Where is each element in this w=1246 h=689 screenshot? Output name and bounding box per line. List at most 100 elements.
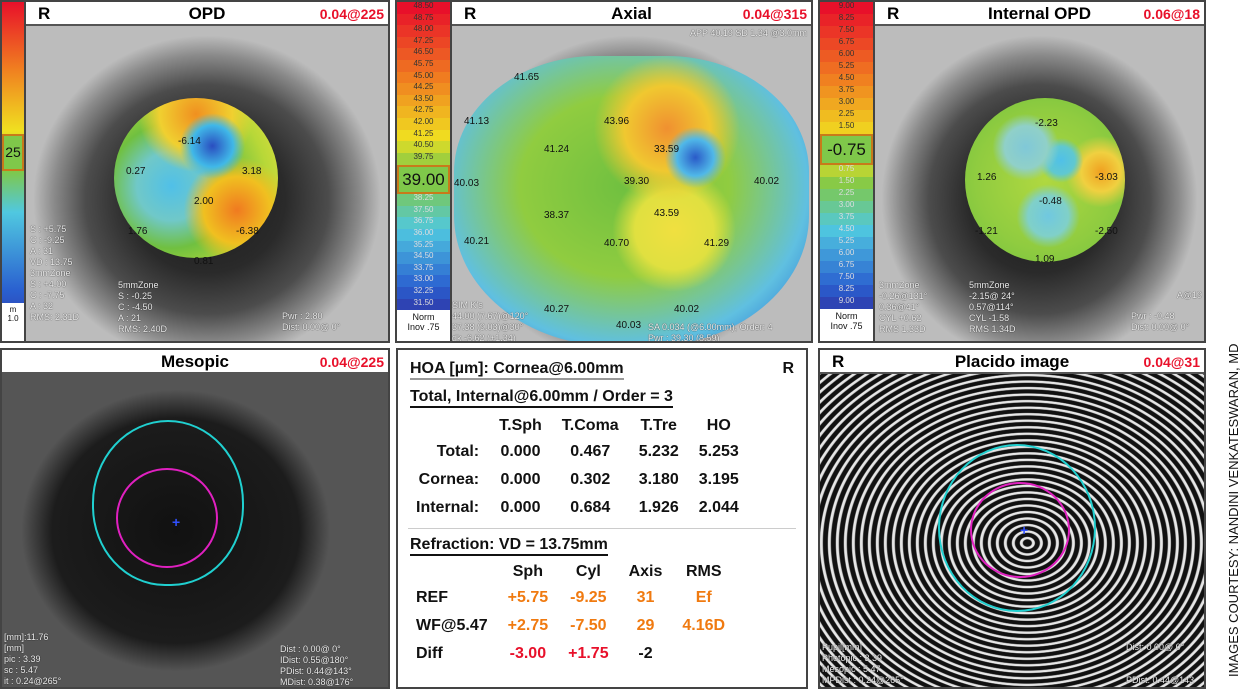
scale-tick: 6.00 <box>820 50 873 63</box>
map-value-label: 40.03 <box>454 178 480 189</box>
cell-value: 0.684 <box>570 499 611 516</box>
cell-value: -2 <box>638 645 653 662</box>
pupil-center-icon: + <box>1020 522 1029 538</box>
map-value-label: 40.27 <box>544 304 570 315</box>
eye-side: R <box>887 4 900 23</box>
scale-tick: 38.25 <box>397 194 450 206</box>
internal-opd-color-scale: 9.00 8.25 7.50 6.75 6.00 5.25 4.50 3.75 3.00 2.25… <box>820 2 875 341</box>
column-header: Sph <box>512 563 543 580</box>
opd-panel: 25 m 1.0 R OPD 0.04@225 -6.14 0.27 3.18 2.0… <box>0 0 390 343</box>
scale-tick: 46.50 <box>397 48 450 61</box>
column-header: Axis <box>628 563 663 580</box>
table-header: T.Sph T.Coma T.Tre HO <box>406 414 749 438</box>
map-value-label: 41.29 <box>704 238 730 249</box>
map-value-label: -3.03 <box>1095 172 1118 183</box>
scale-tick: 5.25 <box>820 62 873 75</box>
scale-tick: 48.50 <box>397 2 450 14</box>
placido-ring-image: + Pupil[mm] Photopic : 3.39 Mesopic : 5.… <box>820 374 1204 687</box>
power-overlay: Pwr : -0.48 Dist: 0.00@ 0° <box>1131 311 1190 332</box>
divider <box>408 528 796 529</box>
map-value-label: 40.21 <box>464 236 490 247</box>
scale-tick: 41.25 <box>397 129 450 142</box>
map-value-label: 0.27 <box>126 166 146 177</box>
refraction-overlay: S : +5.75 C : -9.25 A : 31 VD : 13.75 3m… <box>30 224 80 322</box>
scale-tick: 1.50 <box>820 122 873 135</box>
scale-tick: 3.75 <box>820 212 873 225</box>
map-value-label: 40.02 <box>674 304 700 315</box>
panel-title: Internal OPD <box>988 4 1091 23</box>
zone-5mm-overlay: 5mmZone -2.15@ 24° 0.57@114° CYL -1.58 R… <box>969 280 1016 334</box>
zone-3mm-overlay: 3mmZone -0.26@131° 0.36@41° CYL +0.62 RM… <box>879 280 928 334</box>
axial-topography-map: 41.65 41.13 43.96 41.24 33.59 40.03 39.30 40.02… <box>454 56 809 341</box>
scale-tick: 31.50 <box>397 298 450 311</box>
image-credit: IMAGES COURTESY: NANDINI VENKATESWARAN, … <box>1226 343 1241 677</box>
map-value-label: 0.81 <box>194 256 214 267</box>
row-label: Cornea: <box>418 471 480 488</box>
scale-tick: 1.50 <box>820 176 873 189</box>
row-label: Total: <box>436 443 480 460</box>
pupil-overlay: Pupil[mm] Photopic : 3.39 Mesopic : 5.47… <box>822 642 904 685</box>
cell-value: 2.044 <box>698 499 739 516</box>
scale-tick: 33.75 <box>397 263 450 276</box>
refraction-table: Sph Cyl Axis RMS REF +5.75 -9.25 31 Ef WF@5.47 +2.… <box>406 560 735 668</box>
cell-value: 3.195 <box>698 471 739 488</box>
eye-image: -2.23 1.26 -3.03 -0.48 -1.21 -2.50 1.09 3mmZon… <box>875 26 1204 341</box>
cell-value: +2.75 <box>507 617 549 634</box>
opd-wavefront-map: -6.14 0.27 3.18 2.00 1.76 -6.38 0.81 <box>114 98 278 267</box>
opd-header: R OPD 0.04@225 <box>26 2 388 26</box>
map-value-label: -2.23 <box>1035 118 1058 129</box>
table-row: Cornea: 0.000 0.302 3.180 3.195 <box>406 466 749 494</box>
row-label: REF <box>416 589 448 606</box>
panel-title: Axial <box>611 4 652 23</box>
map-value-label: 41.24 <box>544 144 570 155</box>
cell-value: 0.000 <box>500 443 541 460</box>
map-value-label: 43.59 <box>654 208 680 219</box>
column-header: T.Sph <box>499 417 542 434</box>
cell-value: 1.926 <box>638 499 679 516</box>
scale-norm: Norm Inov .75 <box>820 309 873 341</box>
pupil-center-icon: + <box>172 514 181 530</box>
table-header: Sph Cyl Axis RMS <box>406 560 735 584</box>
table-row: Diff -3.00 +1.75 -2 <box>406 640 735 668</box>
panel-title: Placido image <box>954 352 1070 371</box>
map-value-label: 40.03 <box>616 320 642 331</box>
scale-tick: 42.00 <box>397 118 450 130</box>
cell-value <box>672 640 735 668</box>
map-value-label: 38.37 <box>544 210 570 221</box>
scale-tick: 37.50 <box>397 205 450 218</box>
power-overlay: Pwr : 2.80 Dist: 0.00@ 0° <box>282 311 341 332</box>
map-value-label: 40.02 <box>754 176 780 187</box>
map-value-label: 33.59 <box>654 144 680 155</box>
map-value-label: 3.18 <box>242 166 262 177</box>
scale-norm: m 1.0 <box>2 302 24 341</box>
panel-value: 0.06@18 <box>1143 6 1200 22</box>
cell-value: Ef <box>695 589 712 606</box>
scale-tick: 48.75 <box>397 13 450 26</box>
pupil-ring <box>970 482 1070 578</box>
scale-tick: 3.00 <box>820 98 873 111</box>
scale-tick: 5.25 <box>820 236 873 250</box>
hoa-panel: HOA [µm]: Cornea@6.00mm R Total, Interna… <box>396 348 808 689</box>
scale-tick: 7.50 <box>820 273 873 286</box>
app-note: APP 40.19 SD 1.34 @3.0mm <box>689 28 807 38</box>
map-value-label: 1.09 <box>1035 254 1055 265</box>
cell-value: -7.50 <box>570 617 607 634</box>
axial-color-scale: 48.50 48.75 48.00 47.25 46.50 45.75 45.00 44.25… <box>397 2 452 341</box>
map-value-label: 1.26 <box>977 172 997 183</box>
placido-header: R Placido image 0.04@31 <box>820 350 1204 374</box>
eye-side: R <box>38 4 51 23</box>
column-header: T.Coma <box>561 417 619 434</box>
distance-overlay: Dist: 0.00@ 0° PDist: 0.44@143 MDist: 0.… <box>1126 642 1196 687</box>
column-header: T.Tre <box>640 417 677 434</box>
limbus-ring <box>938 444 1096 612</box>
cell-value: 3.180 <box>638 471 679 488</box>
axis-overlay: A@19 <box>1176 290 1202 300</box>
map-value-label: -6.14 <box>178 136 201 147</box>
scale-tick: 36.00 <box>397 229 450 241</box>
panel-title: OPD <box>188 4 226 23</box>
panel-value: 0.04@225 <box>319 354 384 370</box>
scale-tick: 8.25 <box>820 14 873 27</box>
cell-value: 31 <box>636 589 655 606</box>
cell-value: +1.75 <box>568 645 609 662</box>
scale-tick: 34.50 <box>397 252 450 264</box>
